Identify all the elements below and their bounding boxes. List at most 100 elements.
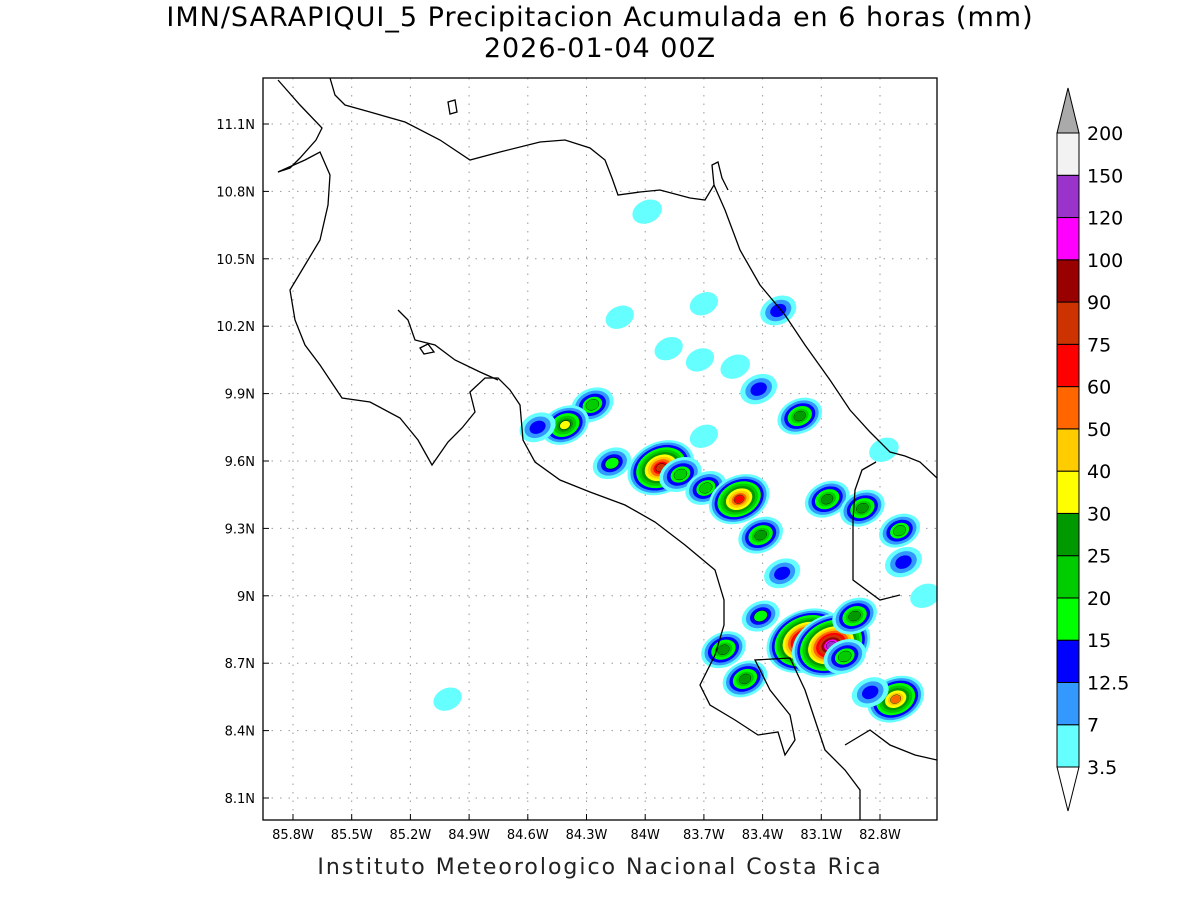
lake-island — [447, 99, 458, 115]
precip-cell — [740, 373, 778, 405]
pacific-coast — [277, 151, 861, 820]
gulf-island — [419, 343, 436, 355]
precip-contour-12.5 — [770, 303, 787, 318]
contour-edge — [856, 503, 869, 514]
precip-contour-25 — [856, 503, 868, 513]
colorbar-swatch — [1056, 174, 1080, 219]
colorbar-label: 50 — [1087, 419, 1111, 441]
y-tick-label: 11.1N — [216, 118, 255, 133]
contour-edge — [717, 644, 730, 655]
precip-contour-3.5 — [689, 424, 719, 448]
precip-cell — [738, 516, 783, 554]
precip-contour-3.5 — [689, 292, 719, 316]
x-tick-label: 82.8W — [859, 828, 901, 843]
contour-edge — [733, 494, 745, 504]
colorbar-label: 200 — [1087, 123, 1123, 145]
precip-cell — [689, 424, 719, 448]
colorbar-label: 3.5 — [1087, 757, 1117, 779]
map-subtitle: 2026-01-04 00Z — [483, 33, 717, 64]
longitude-axis: 85.8W 85.5W 85.2W 84.9W 84.6W 84.3W 84W 83.7W 83… — [272, 814, 901, 843]
nicaragua-coast — [329, 78, 729, 201]
precip-contour-3.5 — [632, 199, 662, 224]
precip-contour-25 — [718, 645, 729, 655]
grid-lines — [263, 78, 937, 820]
caribbean-coast — [713, 184, 937, 479]
precip-cell — [433, 687, 462, 711]
precip-cell — [541, 405, 589, 445]
colorbar-label: 75 — [1087, 334, 1111, 356]
precip-contour-15 — [754, 610, 768, 622]
y-tick-label: 10.2N — [216, 320, 255, 335]
colorbar-under-arrow — [1056, 766, 1080, 812]
colorbar-swatch — [1056, 512, 1080, 557]
colorbar-swatch — [1056, 428, 1080, 472]
precip-contour-20 — [674, 469, 687, 480]
colorbar-label: 90 — [1087, 292, 1111, 314]
precip-contour-3.5 — [605, 305, 634, 329]
precip-contour-3.5 — [720, 354, 750, 379]
colorbar-swatch — [1056, 343, 1080, 388]
precip-contour-25 — [739, 674, 751, 684]
contour-edge — [604, 457, 620, 470]
precip-contour-3.5 — [685, 348, 715, 372]
contour-edge — [793, 410, 806, 422]
colorbar-label: 15 — [1087, 630, 1111, 652]
precip-contour-3.5 — [433, 687, 462, 711]
contour-edge — [893, 525, 907, 537]
contour-edge — [848, 610, 861, 622]
precip-contour-12.5 — [529, 420, 546, 434]
contour-edge — [754, 529, 767, 541]
plot-frame — [262, 77, 938, 821]
panama-coast — [844, 729, 937, 761]
precip-contour-25 — [755, 530, 767, 540]
precip-cell — [777, 397, 823, 435]
precip-contour-12.5 — [750, 382, 767, 396]
precip-cell — [605, 305, 634, 329]
contour-edge — [585, 399, 600, 411]
colorbar-swatch — [1056, 217, 1080, 261]
precip-cell — [654, 336, 683, 361]
x-tick-label: 84.6W — [507, 828, 549, 843]
contour-edge — [821, 494, 834, 505]
precip-contour-20 — [893, 525, 906, 536]
precip-cell — [885, 546, 922, 578]
coastline-caribbean-north — [277, 79, 323, 173]
precip-contour-30 — [559, 420, 571, 430]
precip-contour-20 — [699, 483, 712, 493]
contour-edge — [890, 694, 902, 704]
precip-contour-12.5 — [862, 685, 879, 700]
contour-edge — [753, 609, 768, 623]
colorbar-label: 7 — [1087, 715, 1099, 737]
precip-cell — [804, 480, 850, 518]
footer-credit: Instituto Meteorologico Nacional Costa R… — [317, 855, 883, 880]
colorbar-swatch — [1056, 301, 1080, 345]
x-tick-label: 83.7W — [683, 828, 725, 843]
precip-contour-3.5 — [869, 437, 899, 462]
precip-cell — [722, 660, 768, 698]
x-tick-label: 84.9W — [448, 828, 490, 843]
colorbar-over-arrow — [1056, 87, 1080, 134]
colorbar-label: 120 — [1087, 208, 1123, 230]
precip-contour-3.5 — [654, 336, 683, 361]
y-tick-label: 9.9N — [225, 388, 255, 403]
precip-contour-20 — [838, 651, 851, 662]
colorbar-label: 20 — [1087, 588, 1111, 610]
precip-cell — [869, 437, 899, 462]
nicoya-gulf-coast — [397, 309, 499, 381]
precip-contour-3.5 — [910, 583, 937, 608]
y-tick-label: 10.5N — [216, 253, 255, 268]
colorbar-label: 100 — [1087, 250, 1123, 272]
precip-contour-60 — [734, 495, 744, 503]
colorbar-swatch — [1056, 132, 1080, 176]
latitude-axis: 11.1N 10.8N 10.5N 10.2N 9.9N 9.6N 9.3N 9N 8.7N 8.… — [216, 118, 269, 807]
precip-cell — [910, 583, 937, 608]
y-tick-label: 8.4N — [225, 725, 255, 740]
precip-cell — [851, 677, 889, 708]
colorbar-label: 150 — [1087, 165, 1123, 187]
colorbar-swatch — [1056, 555, 1080, 599]
colorbar: 3.5 7 12.5 15 20 25 30 40 50 60 75 90 100 120 150 200 — [1056, 87, 1129, 812]
contour-edge — [559, 420, 571, 430]
contour-edge — [673, 468, 688, 481]
precip-cell — [720, 354, 750, 379]
precip-cell — [659, 456, 702, 492]
